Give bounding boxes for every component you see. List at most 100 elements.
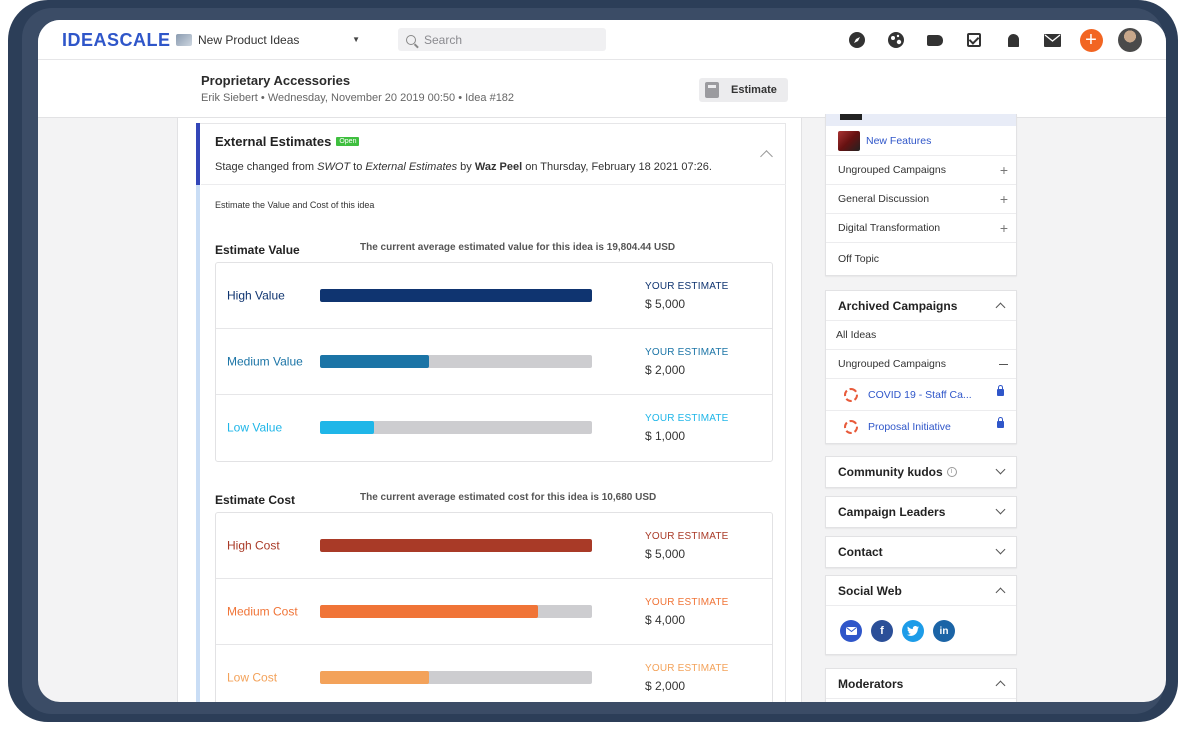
- social-web-header[interactable]: Social Web: [826, 576, 1016, 606]
- plus-icon[interactable]: +: [999, 191, 1008, 207]
- campaign-thumbnail: [840, 114, 862, 120]
- stage-title-text: External Estimates: [215, 134, 332, 149]
- mail-icon[interactable]: [1040, 28, 1064, 52]
- your-estimate-label: YOUR ESTIMATE: [645, 663, 729, 674]
- archived-campaigns-panel: Archived Campaigns All Ideas Ungrouped C…: [825, 290, 1017, 444]
- estimate-slider[interactable]: [320, 605, 592, 618]
- avatar[interactable]: [1118, 28, 1142, 52]
- moderators-header[interactable]: Moderators: [826, 669, 1016, 699]
- sidebar-item-new-features[interactable]: New Features: [826, 126, 1016, 156]
- sidebar-item-covid[interactable]: COVID 19 - Staff Ca...: [826, 379, 1016, 411]
- chevron-down-icon: [995, 544, 1006, 555]
- bell-icon[interactable]: [1001, 28, 1025, 52]
- estimate-row[interactable]: High Cost YOUR ESTIMATE $ 5,000: [216, 513, 772, 579]
- stage-desc-to: to: [350, 161, 366, 173]
- idea-title[interactable]: Proprietary Accessories: [201, 73, 351, 88]
- minus-icon[interactable]: [999, 364, 1008, 365]
- logo[interactable]: IDEASCALE: [62, 30, 171, 50]
- sidebar-item-ungrouped[interactable]: Ungrouped Campaigns +: [826, 156, 1016, 185]
- chevron-down-icon: [995, 504, 1006, 515]
- your-estimate-label: YOUR ESTIMATE: [645, 597, 729, 608]
- sidebar-item-label: Digital Transformation: [838, 222, 941, 234]
- app-screen: IDEASCALE New Product Ideas ▼ Search: [38, 20, 1166, 702]
- search-icon: [406, 34, 416, 45]
- chevron-up-icon: [995, 587, 1006, 598]
- estimate-row[interactable]: Medium Cost YOUR ESTIMATE $ 4,000: [216, 579, 772, 645]
- estimate-row-label: High Cost: [227, 538, 280, 552]
- your-estimate-amount: $ 5,000: [645, 547, 686, 561]
- your-estimate-label: YOUR ESTIMATE: [645, 413, 729, 424]
- stage-card: External Estimates Open Stage changed fr…: [196, 123, 786, 702]
- contact-panel: Contact: [825, 536, 1017, 568]
- your-estimate-amount: $ 2,000: [645, 679, 686, 693]
- estimate-row-label: Medium Value: [227, 354, 303, 368]
- campaign-thumbnail: [838, 130, 860, 151]
- archived-campaigns-header[interactable]: Archived Campaigns: [826, 291, 1016, 321]
- stage-author[interactable]: Waz Peel: [474, 161, 523, 173]
- estimate-row[interactable]: Low Value YOUR ESTIMATE $ 1,000: [216, 395, 772, 461]
- moderators-panel: Moderators: [825, 668, 1017, 702]
- contact-header[interactable]: Contact: [826, 537, 1016, 567]
- campaign-leaders-header[interactable]: Campaign Leaders: [826, 497, 1016, 527]
- linkedin-icon[interactable]: in: [933, 620, 955, 642]
- status-badge: Open: [336, 137, 360, 146]
- slider-fill: [320, 289, 592, 302]
- estimate-row[interactable]: Low Cost YOUR ESTIMATE $ 2,000: [216, 645, 772, 702]
- social-links: f in: [826, 606, 1016, 654]
- chevron-up-icon: [995, 302, 1006, 313]
- campaign-icon: [844, 387, 858, 402]
- lock-icon: [997, 385, 1004, 396]
- community-kudos-header[interactable]: Community kudos i: [826, 457, 1016, 487]
- globe-icon[interactable]: [884, 28, 908, 52]
- lock-icon: [997, 417, 1004, 428]
- search-input[interactable]: Search: [398, 28, 606, 51]
- sidebar-item-label: COVID 19 - Staff Ca...: [868, 388, 972, 401]
- sidebar-item-all-ideas[interactable]: All Ideas: [826, 321, 1016, 350]
- estimate-value-average: The current average estimated value for …: [360, 242, 676, 253]
- checkbox-icon[interactable]: [962, 28, 986, 52]
- sidebar-item-off-topic[interactable]: Off Topic: [826, 243, 1016, 275]
- estimate-row-label: Medium Cost: [227, 604, 298, 618]
- sidebar-item-general-discussion[interactable]: General Discussion +: [826, 185, 1016, 214]
- email-icon[interactable]: [840, 620, 862, 642]
- sidebar-item-proposal[interactable]: Proposal Initiative: [826, 411, 1016, 443]
- estimate-slider[interactable]: [320, 421, 592, 434]
- your-estimate-amount: $ 4,000: [645, 613, 686, 627]
- estimate-row[interactable]: Medium Value YOUR ESTIMATE $ 2,000: [216, 329, 772, 395]
- info-icon[interactable]: i: [946, 467, 957, 477]
- stage-desc-date: on Thursday, February 18 2021 07:26.: [522, 161, 712, 173]
- panel-title: Archived Campaigns: [838, 298, 958, 313]
- search-placeholder: Search: [424, 32, 463, 47]
- estimate-slider[interactable]: [320, 355, 592, 368]
- add-icon[interactable]: +: [1079, 28, 1103, 52]
- compass-icon[interactable]: [845, 28, 869, 52]
- sidebar-item-ungrouped-archived[interactable]: Ungrouped Campaigns: [826, 350, 1016, 379]
- your-estimate-amount: $ 2,000: [645, 363, 686, 377]
- estimate-value-label: Estimate Value: [215, 243, 300, 257]
- sidebar-item-label: General Discussion: [838, 193, 930, 205]
- stage-description: Stage changed from SWOT to External Esti…: [215, 161, 712, 173]
- your-estimate-amount: $ 5,000: [645, 297, 686, 311]
- estimate-cost-label: Estimate Cost: [215, 493, 296, 507]
- slider-fill: [320, 605, 538, 618]
- tag-icon[interactable]: [923, 28, 947, 52]
- sidebar-item-label: New Features: [866, 134, 932, 147]
- campaigns-panel: New Features Ungrouped Campaigns + Genera…: [825, 114, 1017, 276]
- sidebar-item-digital-transformation[interactable]: Digital Transformation +: [826, 214, 1016, 243]
- estimate-slider[interactable]: [320, 539, 592, 552]
- your-estimate-label: YOUR ESTIMATE: [645, 347, 729, 358]
- plus-icon[interactable]: +: [999, 220, 1008, 236]
- community-name: New Product Ideas: [198, 33, 300, 47]
- estimate-slider[interactable]: [320, 671, 592, 684]
- estimate-button[interactable]: Estimate: [699, 78, 788, 102]
- estimate-row[interactable]: High Value YOUR ESTIMATE $ 5,000: [216, 263, 772, 329]
- sidebar-item-label: All Ideas: [836, 329, 877, 341]
- estimate-slider[interactable]: [320, 289, 592, 302]
- twitter-icon[interactable]: [902, 620, 924, 642]
- plus-icon[interactable]: +: [999, 162, 1008, 178]
- chevron-down-icon: [995, 464, 1006, 475]
- facebook-icon[interactable]: f: [871, 620, 893, 642]
- community-selector[interactable]: New Product Ideas ▼: [176, 29, 366, 51]
- chevron-up-icon[interactable]: [760, 150, 773, 163]
- estimate-value-box: High Value YOUR ESTIMATE $ 5,000 Medium …: [215, 262, 773, 462]
